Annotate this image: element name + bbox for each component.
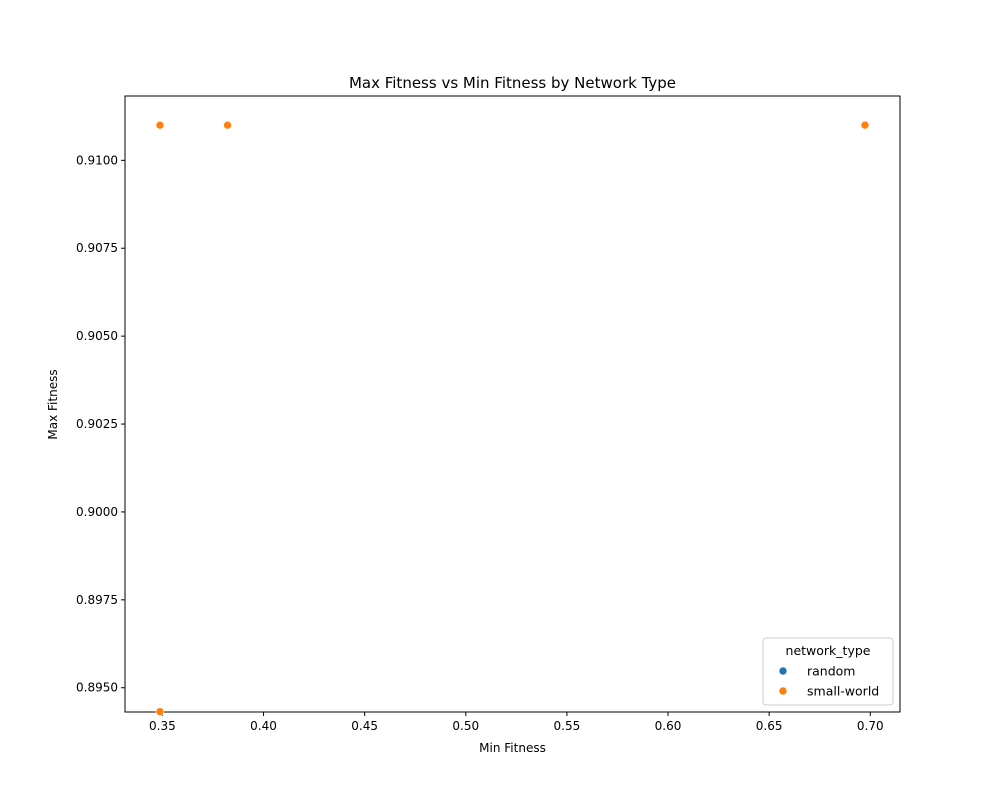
x-axis-label: Min Fitness	[479, 741, 546, 755]
y-tick-label: 0.9025	[76, 417, 118, 431]
plot-area: 0.35 0.40 0.45 0.50 0.55 0.60 0.65 0.70 0.89500…	[76, 95, 901, 733]
y-tick-label: 0.9100	[76, 153, 118, 167]
y-axis-label: Max Fitness	[46, 369, 60, 439]
data-point-small-world	[155, 120, 165, 130]
legend-entries: random small-world	[778, 664, 879, 699]
data-points	[155, 120, 870, 716]
legend-title: network_type	[786, 643, 871, 658]
x-tick-label: 0.55	[554, 719, 581, 733]
y-tick-label: 0.8950	[76, 681, 118, 695]
legend-box	[762, 637, 894, 706]
y-tick-label: 0.8975	[76, 593, 118, 607]
x-tick-label: 0.35	[149, 719, 176, 733]
legend-label-random: random	[807, 664, 855, 679]
legend-marker-random	[778, 666, 788, 676]
x-tick-label: 0.40	[250, 719, 277, 733]
x-tick-label: 0.60	[655, 719, 682, 733]
y-tick-label: 0.9050	[76, 329, 118, 343]
x-tick-label: 0.45	[351, 719, 378, 733]
x-tick-label: 0.65	[756, 719, 783, 733]
y-tick-label: 0.9000	[76, 505, 118, 519]
data-point-small-world	[155, 707, 165, 716]
data-point-small-world	[860, 120, 870, 130]
legend-marker-small-world	[778, 686, 788, 696]
data-point-small-world	[223, 120, 232, 130]
x-axis-ticks: 0.35 0.40 0.45 0.50 0.55 0.60 0.65 0.70	[149, 712, 884, 733]
y-axis-ticks: 0.8950 0.8975 0.9000 0.9025 0.9050 0.9075 0.91…	[76, 153, 125, 695]
legend: network_type random small-world	[762, 637, 894, 706]
y-tick-label: 0.9075	[76, 241, 118, 255]
x-tick-label: 0.70	[857, 719, 884, 733]
x-tick-label: 0.50	[452, 719, 479, 733]
legend-label-small-world: small-world	[807, 684, 879, 699]
axes-frame	[124, 95, 901, 713]
chart-title: Max Fitness vs Min Fitness by Network Ty…	[349, 74, 676, 92]
